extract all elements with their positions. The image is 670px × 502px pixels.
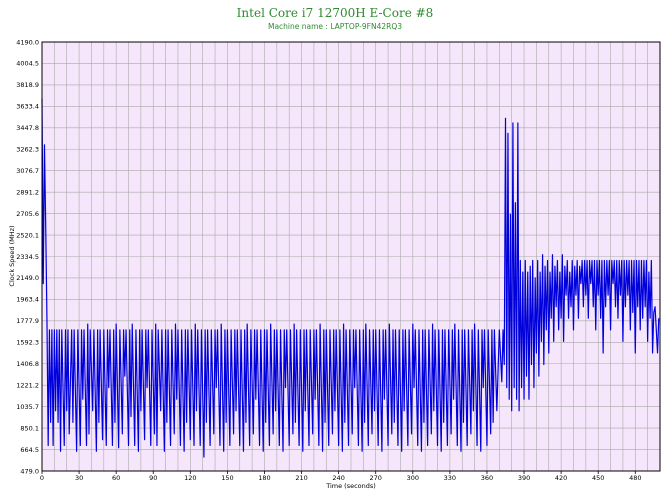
y-tick-label: 850.1	[20, 424, 39, 432]
y-tick-label: 2520.1	[16, 231, 39, 239]
x-tick-label: 240	[332, 474, 344, 482]
y-tick-label: 1963.4	[16, 296, 39, 304]
x-tick-label: 480	[629, 474, 641, 482]
x-tick-label: 30	[75, 474, 83, 482]
x-tick-label: 0	[40, 474, 44, 482]
y-axis-ticks: 4190.0 4004.5 3818.9 3633.4 3447.8 3262.3 3076…	[16, 38, 39, 475]
y-tick-label: 3262.3	[16, 146, 39, 154]
x-tick-label: 420	[555, 474, 567, 482]
x-tick-label: 150	[221, 474, 233, 482]
x-tick-label: 180	[258, 474, 270, 482]
y-tick-label: 1592.3	[16, 339, 39, 347]
y-tick-label: 2705.6	[16, 210, 39, 218]
y-tick-label: 664.5	[20, 446, 39, 454]
grid-lines	[42, 41, 660, 472]
x-tick-label: 450	[592, 474, 604, 482]
x-tick-label: 270	[370, 474, 382, 482]
y-tick-label: 3633.4	[16, 103, 39, 111]
x-tick-label: 330	[444, 474, 456, 482]
y-tick-label: 1777.9	[16, 317, 39, 325]
x-tick-label: 360	[481, 474, 493, 482]
x-axis-label: Time (seconds)	[325, 482, 376, 490]
x-tick-label: 300	[407, 474, 419, 482]
y-tick-label: 3076.7	[16, 167, 39, 175]
y-tick-label: 2334.5	[16, 253, 39, 261]
plot-border	[41, 41, 661, 472]
y-tick-label: 1035.7	[16, 403, 39, 411]
x-tick-label: 120	[184, 474, 196, 482]
chart-subtitle: Machine name : LAPTOP-9FN42RQ3	[268, 22, 402, 31]
y-tick-label: 1221.2	[16, 382, 39, 390]
y-tick-label: 4004.5	[16, 60, 39, 68]
chart-title: Intel Core i7 12700H E-Core #8	[237, 6, 434, 20]
clock-speed-series-line	[41, 98, 660, 458]
y-tick-label: 479.0	[20, 467, 39, 475]
x-tick-label: 390	[518, 474, 530, 482]
x-tick-label: 210	[295, 474, 307, 482]
x-tick-label: 90	[149, 474, 157, 482]
x-tick-label: 60	[112, 474, 120, 482]
y-tick-label: 3818.9	[16, 81, 39, 89]
x-axis-ticks: 0 30 60 90 120 150 180 210 240 270 300 330 360 390 420…	[40, 471, 641, 482]
y-tick-label: 2149.0	[16, 274, 39, 282]
y-axis-label: Clock Speed (MHz)	[8, 225, 16, 286]
y-tick-label: 2891.2	[16, 188, 39, 196]
y-tick-label: 1406.8	[16, 360, 39, 368]
y-tick-label: 3447.8	[16, 124, 39, 132]
y-tick-label: 4190.0	[16, 38, 39, 46]
